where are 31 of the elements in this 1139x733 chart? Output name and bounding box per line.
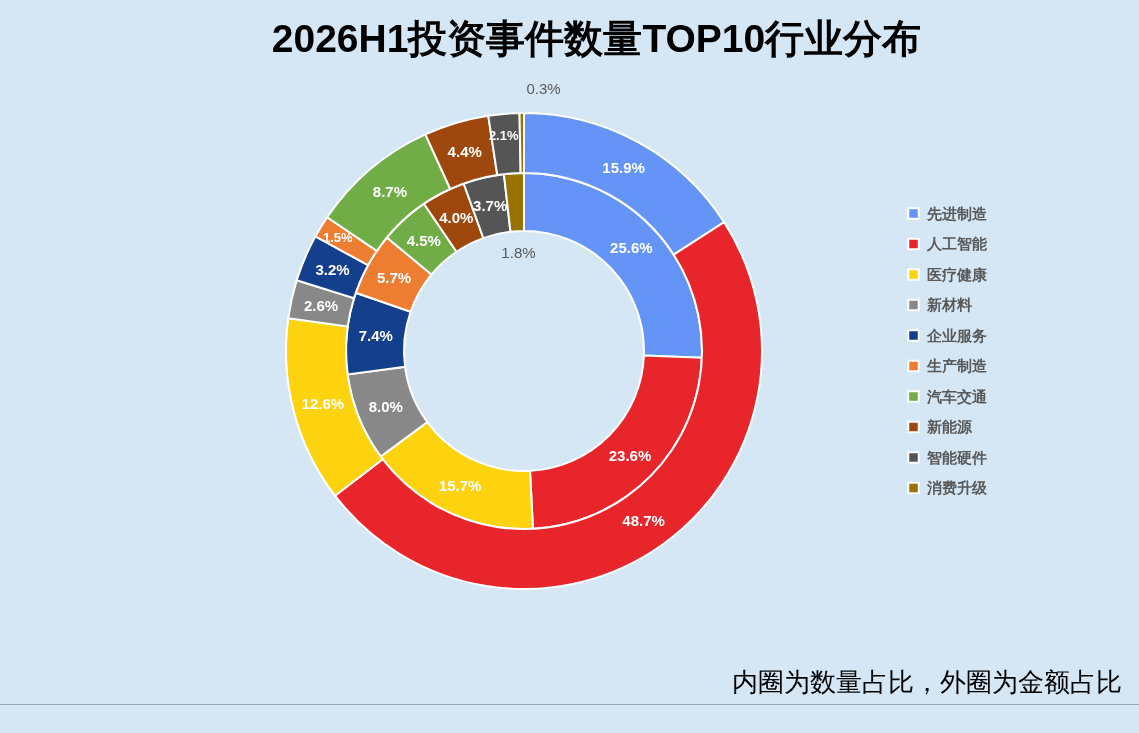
data-label: 48.7% (622, 512, 665, 530)
data-label: 8.0% (368, 397, 403, 415)
data-label: 15.9% (602, 159, 645, 177)
data-label: 8.7% (372, 182, 408, 200)
data-label: 23.6% (608, 446, 652, 464)
legend-label: 生产制造 (926, 357, 988, 374)
legend-label: 消费升级 (926, 479, 988, 496)
data-label: 3.2% (315, 260, 350, 278)
data-label: 7.4% (358, 327, 393, 345)
legend-label: 医疗健康 (927, 265, 988, 283)
data-label: 4.5% (406, 231, 441, 249)
chart-title: 2026H1投资事件数量TOP10行业分布 (270, 16, 923, 62)
legend-label: 汽车交通 (926, 387, 988, 405)
text: 内圈为数量占比，外圈为金额占比 (732, 667, 1122, 698)
legend-label: 企业服务 (926, 326, 987, 344)
data-label: 25.6% (610, 238, 653, 256)
data-label: 12.6% (301, 394, 345, 412)
data-label: 4.0% (439, 209, 474, 227)
data-label: 5.7% (377, 268, 412, 286)
data-label: 4.4% (447, 142, 482, 160)
legend-label: 新材料 (926, 296, 972, 313)
legend-label: 人工智能 (926, 235, 988, 252)
data-label: 1.8% (501, 244, 536, 262)
data-label: 0.3% (526, 80, 561, 98)
legend-label: 智能硬件 (926, 448, 987, 466)
data-label: 15.7% (438, 476, 482, 494)
legend-label: 新能源 (926, 418, 973, 435)
legend-label: 先进制造 (926, 204, 988, 222)
data-label: 2.6% (303, 296, 339, 314)
data-label: 1.5% (323, 230, 354, 246)
data-label: 3.7% (473, 196, 508, 214)
